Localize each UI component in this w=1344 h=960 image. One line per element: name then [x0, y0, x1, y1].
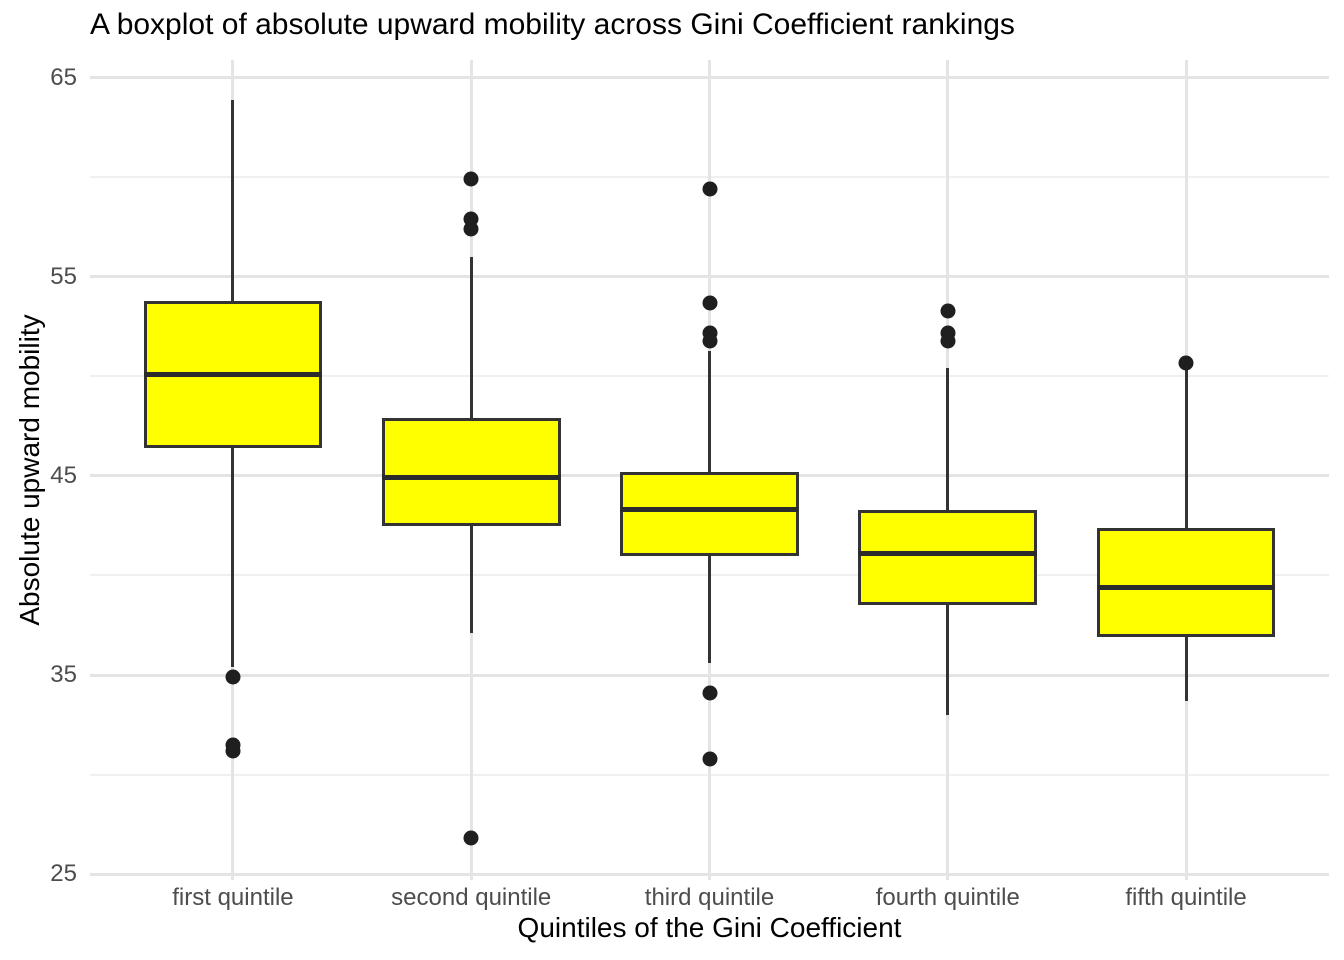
upper-whisker-second-quintile	[469, 257, 473, 419]
y-tick-label-25: 25	[50, 860, 77, 888]
outlier-dot-fourth-quintile-3	[940, 333, 956, 349]
boxplot-box-second-quintile	[381, 418, 561, 526]
y-tick-label-45: 45	[50, 461, 77, 489]
x-tick-label-2: second quintile	[391, 884, 552, 911]
outlier-dot-first-quintile-1	[225, 669, 241, 685]
outlier-dot-third-quintile-5	[702, 685, 717, 701]
lower-whisker-third-quintile	[708, 555, 711, 664]
upper-whisker-fourth-quintile	[946, 368, 950, 510]
upper-whisker-first-quintile	[231, 99, 235, 301]
median-line-fifth-quintile	[1096, 584, 1276, 590]
median-line-second-quintile	[381, 475, 561, 481]
outlier-dot-second-quintile-4	[463, 830, 479, 846]
y-tick-label-65: 65	[50, 63, 77, 91]
x-tick-label-5: fifth quintile	[1125, 884, 1247, 911]
lower-whisker-first-quintile	[231, 448, 235, 668]
y-tick-label-55: 55	[50, 262, 77, 290]
outlier-dot-first-quintile-3	[225, 743, 241, 759]
median-line-first-quintile	[143, 371, 323, 377]
outlier-dot-third-quintile-4	[702, 333, 717, 349]
x-axis-title: Quintiles of the Gini Coefficient	[517, 912, 902, 943]
outlier-dot-fifth-quintile-1	[1178, 355, 1194, 371]
x-tick-label-1: first quintile	[172, 884, 294, 911]
x-tick-label-3: third quintile	[644, 884, 775, 911]
outlier-dot-third-quintile-6	[702, 751, 717, 767]
outlier-dot-fourth-quintile-1	[940, 303, 956, 319]
outlier-dot-third-quintile-2	[702, 295, 717, 311]
x-tick-label-4: fourth quintile	[875, 884, 1020, 911]
boxplot-box-fifth-quintile	[1096, 527, 1276, 638]
boxplot-box-fourth-quintile	[858, 509, 1038, 606]
median-line-fourth-quintile	[858, 551, 1038, 557]
outlier-dot-second-quintile-3	[463, 221, 479, 237]
chart-title: A boxplot of absolute upward mobility ac…	[90, 8, 1015, 41]
y-tick-label-35: 35	[50, 661, 77, 688]
boxplot-box-third-quintile	[620, 471, 799, 556]
median-line-third-quintile	[620, 507, 799, 513]
lower-whisker-fifth-quintile	[1184, 637, 1188, 701]
lower-whisker-second-quintile	[469, 525, 473, 634]
lower-whisker-fourth-quintile	[946, 605, 950, 715]
upper-whisker-fifth-quintile	[1184, 368, 1188, 528]
outlier-dot-third-quintile-1	[702, 181, 717, 197]
upper-whisker-third-quintile	[708, 350, 711, 472]
outlier-dot-second-quintile-1	[463, 171, 479, 187]
